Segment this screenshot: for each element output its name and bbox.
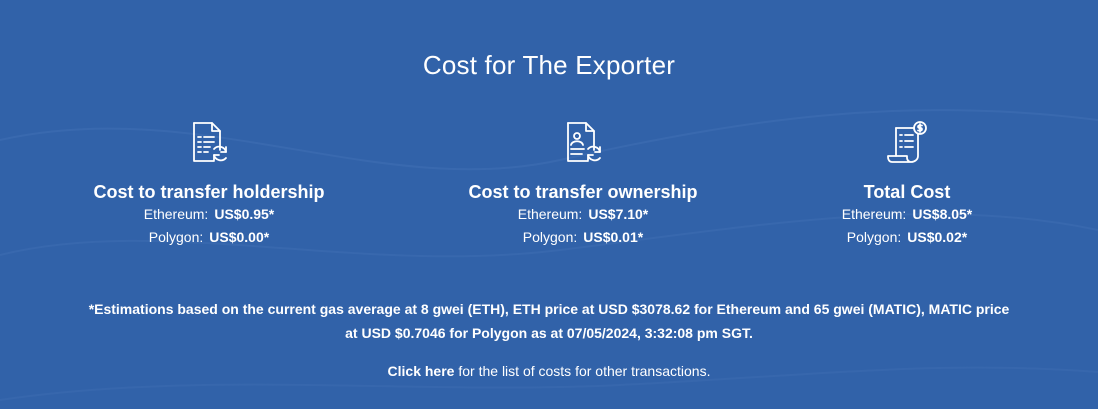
- document-person-refresh-icon: [567, 122, 601, 162]
- cost-card-transfer-ownership: Cost to transfer ownership Ethereum: US$7…: [403, 120, 763, 249]
- network-label: Ethereum:: [841, 206, 907, 222]
- ethereum-cost-row: Ethereum: US$8.05*: [727, 203, 1087, 226]
- ethereum-cost-row: Ethereum: US$0.95*: [29, 203, 389, 226]
- cta-text: for the list of costs for other transact…: [454, 363, 711, 379]
- cost-value: US$7.10*: [588, 206, 649, 222]
- polygon-cost-row: Polygon: US$0.01*: [403, 226, 763, 249]
- network-label: Polygon:: [846, 229, 902, 245]
- cost-value: US$0.00*: [209, 229, 270, 245]
- ethereum-cost-row: Ethereum: US$7.10*: [403, 203, 763, 226]
- card-title: Total Cost: [863, 182, 951, 202]
- other-costs-cta: Click here for the list of costs for oth…: [0, 360, 1098, 382]
- polygon-cost-row: Polygon: US$0.00*: [29, 226, 389, 249]
- section-title: Cost for The Exporter: [422, 50, 676, 80]
- cost-value: US$0.95*: [214, 206, 275, 222]
- network-label: Polygon:: [522, 229, 578, 245]
- card-title: Cost to transfer ownership: [468, 182, 698, 202]
- estimation-note-line: *Estimations based on the current gas av…: [88, 301, 1010, 317]
- estimation-note: *Estimations based on the current gas av…: [0, 297, 1098, 345]
- polygon-cost-row: Polygon: US$0.02*: [727, 226, 1087, 249]
- card-title: Cost to transfer holdership: [93, 182, 325, 202]
- cost-value: US$0.01*: [583, 229, 644, 245]
- network-label: Ethereum:: [517, 206, 583, 222]
- network-label: Ethereum:: [143, 206, 209, 222]
- receipt-dollar-icon: [887, 121, 927, 163]
- click-here-link[interactable]: Click here: [387, 363, 455, 379]
- cost-card-total: Total Cost Ethereum: US$8.05* Polygon: US$…: [727, 120, 1087, 249]
- cost-card-transfer-holdership: Cost to transfer holdership Ethereum: US$…: [29, 120, 389, 249]
- network-label: Polygon:: [148, 229, 204, 245]
- document-refresh-icon: [193, 122, 227, 162]
- cost-value: US$0.02*: [907, 229, 968, 245]
- estimation-note-line: at USD $0.7046 for Polygon as at 07/05/2…: [345, 325, 753, 341]
- cost-value: US$8.05*: [912, 206, 973, 222]
